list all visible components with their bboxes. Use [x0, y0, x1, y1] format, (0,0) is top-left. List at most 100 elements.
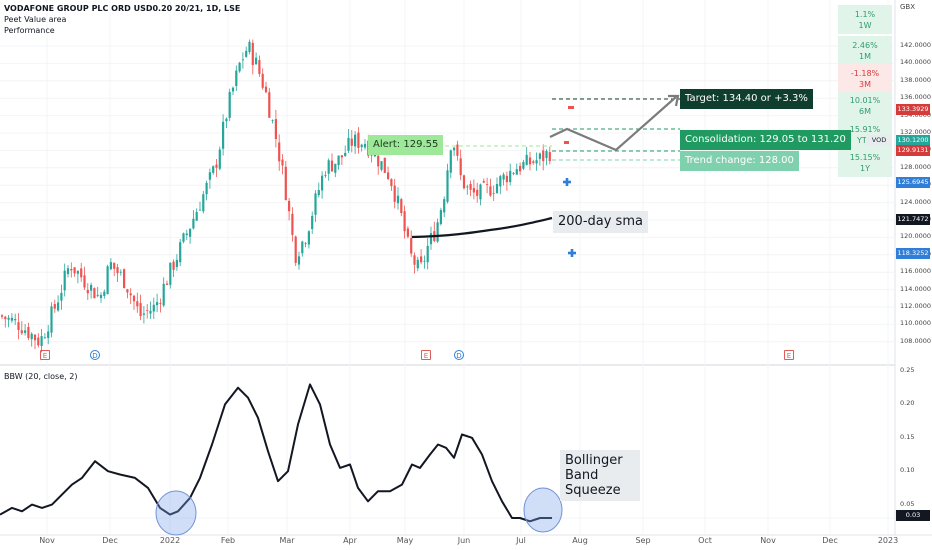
candle: [146, 303, 149, 319]
candle: [505, 171, 508, 191]
candle: [119, 269, 122, 276]
price-axis-label: 114.0000: [900, 284, 932, 293]
candle: [436, 218, 439, 243]
projection-arrowhead: [668, 94, 680, 107]
projection-path: [549, 96, 677, 152]
price-axis-label: 132.0000: [900, 128, 932, 136]
candle: [172, 259, 175, 277]
price-axis-label: 124.0000: [900, 197, 932, 206]
time-axis-label: Nov: [39, 536, 55, 545]
candle: [24, 323, 27, 336]
sma-label[interactable]: 200-day sma: [553, 211, 648, 233]
candle: [33, 333, 37, 350]
candle: [456, 140, 459, 161]
candle: [99, 292, 103, 303]
consolidation-label[interactable]: Consolidation: 129.05 to 131.20: [680, 130, 851, 150]
squeeze-label[interactable]: Bollinger Band Squeeze: [560, 450, 640, 501]
time-axis-label: Oct: [698, 536, 712, 545]
candle: [294, 235, 297, 267]
candle: [17, 313, 20, 340]
dividend-event-icon[interactable]: D: [454, 350, 464, 360]
vod-symbol-tag: VOD: [866, 135, 892, 146]
earnings-event-icon[interactable]: E: [40, 350, 50, 360]
candle: [462, 174, 466, 190]
time-axis-label: Apr: [343, 536, 357, 545]
candle: [205, 180, 208, 201]
performance-value: -1.18%: [850, 69, 880, 78]
candle: [261, 68, 264, 90]
candle: [274, 109, 277, 148]
earnings-event-icon[interactable]: E: [421, 350, 431, 360]
candle: [519, 162, 522, 176]
dividend-event-icon[interactable]: D: [90, 350, 100, 360]
candle: [195, 208, 198, 221]
candle: [281, 154, 284, 175]
candle: [472, 179, 475, 200]
candle: [528, 151, 532, 171]
candle: [109, 258, 112, 271]
candle: [334, 163, 337, 178]
grid: [0, 0, 932, 536]
bbw-axis-label: 0.10: [900, 466, 915, 475]
candle: [159, 298, 162, 313]
candle: [350, 129, 353, 153]
time-axis-label: May: [396, 536, 414, 545]
performance-box-1m[interactable]: 2.46% 1M: [838, 36, 892, 65]
candle: [466, 184, 469, 195]
candle: [80, 262, 83, 282]
performance-box-3m[interactable]: -1.18% 3M: [838, 64, 892, 93]
candle: [245, 46, 248, 58]
candle: [271, 119, 274, 124]
candle: [264, 81, 268, 94]
indicator-peet-value-area[interactable]: Peet Value area: [4, 15, 67, 24]
candle: [165, 280, 169, 286]
candle: [73, 267, 76, 277]
candle: [383, 157, 386, 174]
performance-box-1w[interactable]: 1.1% 1W: [838, 5, 892, 34]
candle: [433, 221, 436, 243]
time-axis-label: Mar: [279, 536, 295, 545]
candle: [93, 287, 96, 299]
candle: [258, 55, 261, 77]
candle: [420, 249, 423, 265]
earnings-event-icon[interactable]: E: [784, 350, 794, 360]
candle: [297, 251, 301, 270]
bbw-axis-label: 0.25: [900, 366, 915, 374]
candle: [347, 128, 350, 154]
trend-change-label[interactable]: Trend change: 128.00: [680, 151, 799, 171]
candle: [179, 238, 182, 267]
candle: [10, 313, 13, 323]
time-axis-label: Jun: [457, 536, 471, 545]
bbw-axis-label: 0.15: [900, 432, 915, 441]
performance-value: 15.15%: [849, 153, 881, 162]
candle: [225, 117, 228, 129]
price-tag: 133.3929: [896, 104, 930, 115]
bbw-title[interactable]: BBW (20, close, 2): [4, 372, 78, 381]
candle: [393, 178, 396, 209]
candle: [429, 226, 433, 250]
price-tag: 125.6945: [896, 177, 930, 188]
candle: [149, 301, 152, 319]
performance-box-6m[interactable]: 10.01% 6M: [838, 91, 892, 120]
candle: [231, 86, 235, 96]
target-label[interactable]: Target: 134.40 or +3.3%: [680, 89, 813, 109]
sma-200-line: [411, 216, 553, 239]
candle: [7, 315, 10, 328]
candle: [337, 155, 340, 170]
candle: [413, 252, 416, 274]
value-area-high-marker: [568, 106, 574, 109]
indicator-performance[interactable]: Performance: [4, 26, 55, 35]
performance-period: 6M: [859, 107, 871, 116]
performance-period: 1M: [859, 52, 871, 61]
performance-box-1y[interactable]: 15.15% 1Y: [838, 148, 892, 177]
alert-label[interactable]: Alert: 129.55: [368, 135, 444, 155]
candle: [4, 315, 7, 328]
candle: [40, 328, 43, 353]
candle: [330, 153, 334, 172]
candle: [291, 207, 294, 242]
symbol-title: VODAFONE GROUP PLC ORD USD0.20 20/21, 1D…: [4, 4, 241, 13]
candle: [354, 130, 357, 154]
candle: [222, 114, 225, 156]
candle: [14, 313, 17, 325]
